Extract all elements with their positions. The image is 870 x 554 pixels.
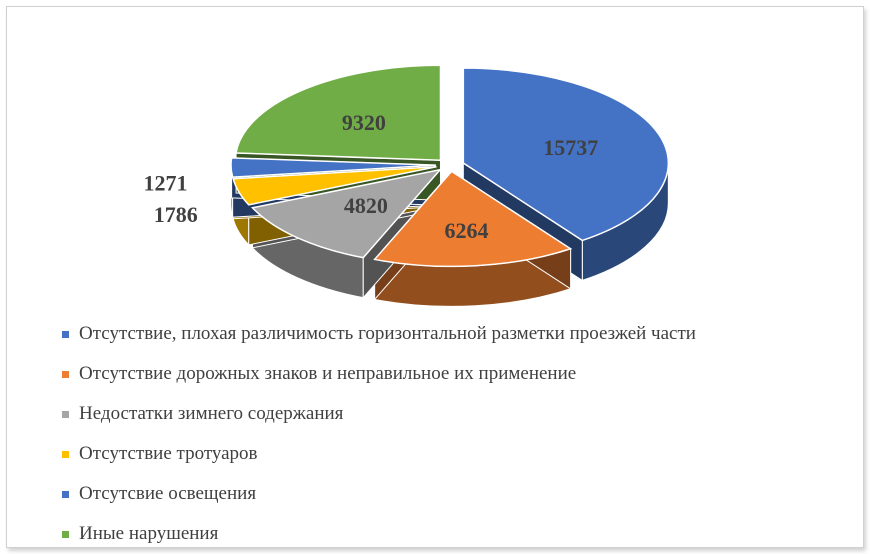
legend-item-6: Иные нарушения (62, 514, 696, 554)
pie-slice-4 (232, 165, 437, 206)
pie-slices (230, 64, 670, 268)
pie-slice-1 (462, 67, 670, 242)
legend-swatch-2 (62, 370, 69, 378)
data-label-4: 1786 (154, 202, 198, 227)
legend-swatch-6 (62, 530, 69, 538)
legend-swatch-3 (62, 410, 69, 418)
pie-slice-5 (230, 157, 437, 178)
data-label-6: 9320 (342, 110, 386, 135)
data-label-2: 6264 (444, 218, 488, 243)
legend-item-4: Отсутствие тротуаров (62, 434, 696, 474)
legend-label-1: Отсутствие, плохая различимость горизонт… (79, 323, 696, 344)
legend-item-2: Отсутствие дорожных знаков и неправильно… (62, 354, 696, 394)
pie-slice-2 (373, 170, 573, 268)
legend: Отсутствие, плохая различимость горизонт… (62, 314, 696, 554)
legend-label-3: Недостатки зимнего содержания (79, 403, 344, 424)
pie-slice-3 (251, 168, 443, 259)
pie-data-labels: 15737 6264 4820 1786 1271 9320 (143, 110, 598, 243)
legend-item-3: Недостатки зимнего содержания (62, 394, 696, 434)
legend-swatch-4 (62, 450, 69, 458)
legend-item-1: Отсутствие, плохая различимость горизонт… (62, 314, 696, 354)
legend-item-5: Отсутсвие освещения (62, 474, 696, 514)
pie-slice-6 (235, 64, 442, 162)
legend-label-4: Отсутствие тротуаров (79, 443, 258, 464)
legend-swatch-1 (62, 330, 69, 338)
legend-label-6: Иные нарушения (79, 523, 219, 544)
legend-label-5: Отсутсвие освещения (79, 483, 257, 504)
data-label-1: 15737 (543, 135, 598, 160)
data-label-5: 1271 (143, 170, 187, 195)
legend-label-2: Отсутствие дорожных знаков и неправильно… (79, 363, 577, 384)
data-label-3: 4820 (344, 193, 388, 218)
legend-swatch-5 (62, 490, 69, 498)
